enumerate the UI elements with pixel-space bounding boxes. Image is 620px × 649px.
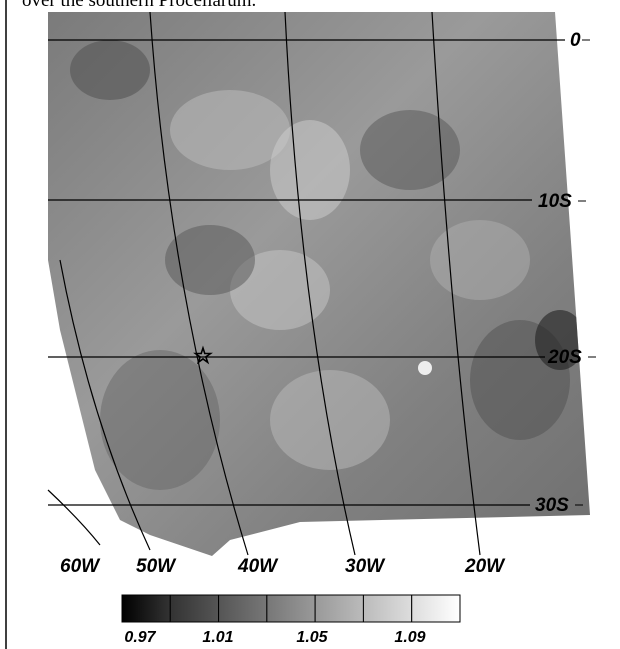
colorbar-segment	[219, 595, 267, 622]
caption: over the southern Procellarum.	[22, 0, 256, 11]
colorbar-label: 1.05	[296, 629, 328, 646]
colorbar: 0.97 1.01 1.05 1.09	[122, 595, 460, 646]
colorbar-segment	[363, 595, 411, 622]
latitude-label: 30S	[535, 495, 569, 516]
colorbar-label: 1.01	[202, 629, 233, 646]
map-figure: over the southern Procellarum. ☆ 0 10S 20S…	[0, 0, 620, 649]
longitude-label: 20W	[464, 556, 506, 577]
longitude-label: 30W	[345, 556, 386, 577]
colorbar-label: 1.09	[394, 629, 425, 646]
star-marker: ☆	[193, 343, 213, 368]
latitude-label: 20S	[547, 347, 582, 368]
colorbar-segment	[315, 595, 363, 622]
latitude-label: 0	[570, 30, 581, 51]
latitude-label: 10S	[538, 191, 572, 212]
colorbar-segment	[122, 595, 170, 622]
colorbar-label: 0.97	[124, 629, 156, 646]
longitude-label: 50W	[136, 556, 177, 577]
longitude-label: 40W	[237, 556, 279, 577]
colorbar-segment	[267, 595, 315, 622]
colorbar-segment	[412, 595, 460, 622]
longitude-label: 60W	[60, 556, 101, 577]
colorbar-segment	[170, 595, 218, 622]
lunar-image	[40, 10, 600, 570]
